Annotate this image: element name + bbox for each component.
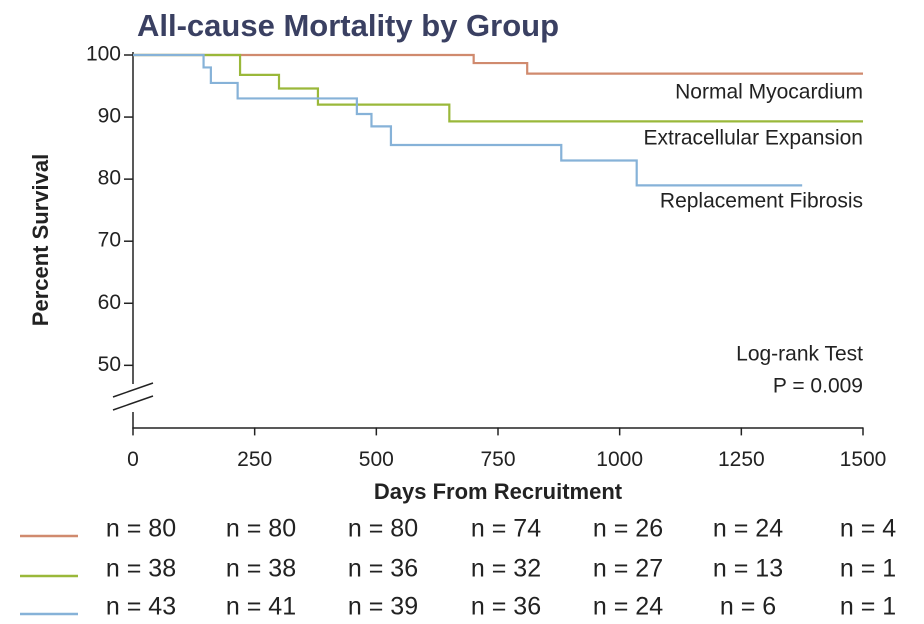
legend-label: Normal Myocardium [675,81,863,104]
x-tick-label: 1000 [596,448,643,471]
at-risk-count: n = 38 [106,555,176,583]
survival-line [133,53,803,187]
at-risk-count: n = 24 [593,593,663,621]
x-tick-label: 1250 [718,448,765,471]
x-tick-label: 750 [480,448,515,471]
x-tick-label: 250 [237,448,272,471]
annotation: Log-rank Test [736,343,863,366]
legend-label: Replacement Fibrosis [660,190,863,213]
at-risk-count: n = 32 [471,555,541,583]
x-tick-label: 500 [359,448,394,471]
x-tick-label: 1500 [840,448,887,471]
chart-title: All-cause Mortality by Group [137,8,559,43]
at-risk-count: n = 26 [593,515,663,543]
at-risk-count: n = 80 [348,515,418,543]
y-tick-label: 70 [98,229,121,252]
survival-line [133,53,863,75]
at-risk-count: n = 27 [593,555,663,583]
axis-line [132,52,863,429]
at-risk-count: n = 80 [106,515,176,543]
at-risk-count: n = 36 [348,555,418,583]
at-risk-count: n = 1 [840,593,896,621]
at-risk-count: n = 6 [720,593,776,621]
y-tick-label: 80 [98,167,121,190]
at-risk-count: n = 36 [471,593,541,621]
x-tick-label: 0 [127,448,139,471]
x-axis-label: Days From Recruitment [374,479,623,504]
y-axis-label: Percent Survival [28,154,53,326]
at-risk-count: n = 80 [226,515,296,543]
y-tick-label: 100 [86,43,121,66]
at-risk-count: n = 38 [226,555,296,583]
at-risk-count: n = 74 [471,515,541,543]
at-risk-count: n = 4 [840,515,896,543]
y-tick-label: 90 [98,105,121,128]
at-risk-count: n = 1 [840,555,896,583]
axis-break [112,382,154,411]
at-risk-count: n = 39 [348,593,418,621]
at-risk-count: n = 13 [713,555,783,583]
annotation: P = 0.009 [773,375,863,398]
legend-label: Extracellular Expansion [644,127,863,150]
survival-line [133,53,863,123]
y-tick-label: 60 [98,291,121,314]
at-risk-count: n = 43 [106,593,176,621]
at-risk-count: n = 41 [226,593,296,621]
at-risk-count: n = 24 [713,515,783,543]
y-tick-label: 50 [98,353,121,376]
